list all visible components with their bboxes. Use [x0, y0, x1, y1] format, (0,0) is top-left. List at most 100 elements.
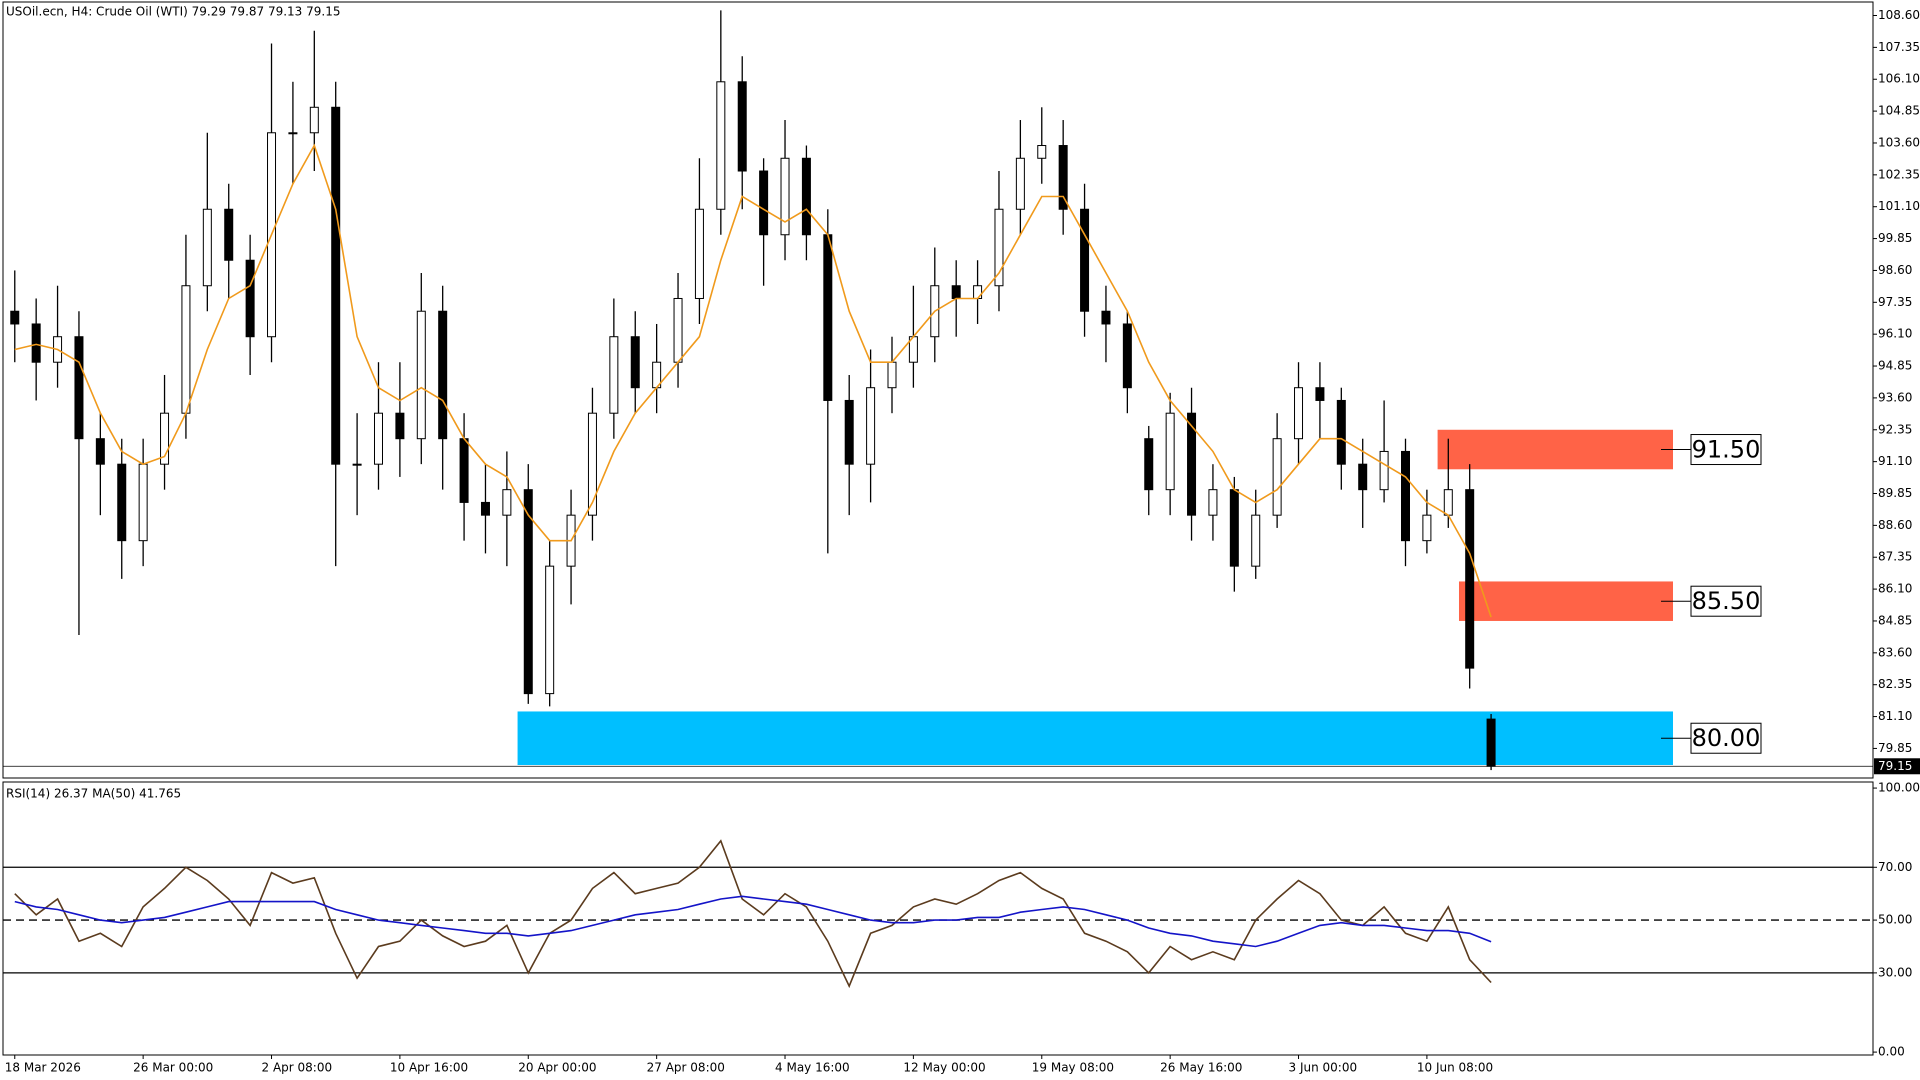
candle-body — [1165, 412, 1175, 491]
candle-body — [1058, 145, 1068, 210]
zone-label-box — [1690, 722, 1762, 754]
y-tick-label: 101.10 — [1878, 199, 1920, 213]
candle-body — [716, 81, 726, 210]
y-tick-label: 94.85 — [1878, 359, 1912, 373]
candle-body — [288, 132, 298, 135]
moving-average — [14, 143, 1492, 618]
candle-body — [373, 412, 383, 465]
candle-body — [1422, 514, 1432, 542]
y-tick-label: 93.60 — [1878, 390, 1912, 404]
candle-body — [973, 285, 983, 299]
candle-body — [737, 81, 747, 172]
price-title: USOil.ecn, H4: Crude Oil (WTI) 79.29 79.… — [6, 5, 341, 19]
x-tick-label: 26 May 16:00 — [1160, 1061, 1242, 1075]
y-tick-label: 99.85 — [1878, 231, 1912, 245]
y-tick-label: 82.35 — [1878, 677, 1912, 691]
candle-body — [1379, 450, 1389, 491]
candle-body — [1080, 208, 1090, 312]
candle-body — [801, 157, 811, 236]
candle-body — [823, 234, 833, 401]
y-tick-label: 30.00 — [1878, 965, 1912, 979]
y-tick-label: 103.60 — [1878, 135, 1920, 149]
zone — [517, 711, 1673, 765]
x-tick-label: 20 Apr 00:00 — [518, 1061, 596, 1075]
x-tick-label: 27 Apr 08:00 — [647, 1061, 725, 1075]
y-tick-label: 102.35 — [1878, 167, 1920, 181]
candle-body — [1272, 438, 1282, 516]
rsi-line — [14, 895, 1492, 948]
candle-body — [866, 387, 876, 465]
candle-body — [480, 501, 490, 516]
x-tick-label: 2 Apr 08:00 — [262, 1061, 333, 1075]
candle-body — [1187, 412, 1197, 516]
y-tick-label: 81.10 — [1878, 709, 1912, 723]
candle-body — [887, 361, 897, 389]
x-tick-label: 26 Mar 00:00 — [133, 1061, 213, 1075]
candle-body — [759, 170, 769, 236]
candle-body — [1015, 157, 1025, 210]
y-tick-label: 88.60 — [1878, 518, 1912, 532]
candle-body — [1336, 399, 1346, 465]
candle-body — [523, 489, 533, 695]
x-tick-label: 18 Mar 2026 — [5, 1061, 81, 1075]
candle-body — [545, 565, 555, 695]
y-tick-label: 100.00 — [1878, 781, 1920, 795]
candle-body — [352, 463, 362, 466]
candle-body — [694, 208, 704, 299]
candle-body — [1486, 718, 1496, 767]
candle-body — [1401, 450, 1410, 542]
candle-body — [1315, 387, 1325, 401]
candle-body — [202, 208, 212, 287]
candle-body — [10, 310, 20, 325]
candle-body — [994, 208, 1004, 287]
candle-body — [459, 438, 469, 503]
zone — [1437, 429, 1673, 470]
candle-body — [138, 463, 148, 542]
y-tick-label: 104.85 — [1878, 104, 1920, 118]
candle-body — [95, 438, 105, 465]
candle-body — [1358, 463, 1368, 491]
candle-body — [245, 259, 255, 338]
y-tick-label: 91.10 — [1878, 454, 1912, 468]
y-tick-label: 50.00 — [1878, 913, 1912, 927]
zone-label-box — [1690, 434, 1762, 466]
y-tick-label: 89.85 — [1878, 486, 1912, 500]
zone-label: 91.50 — [1692, 436, 1761, 464]
candle-body — [224, 208, 234, 261]
zone — [1458, 581, 1673, 621]
last-price-box — [1874, 758, 1920, 775]
zone-label: 85.50 — [1692, 587, 1761, 615]
y-tick-label: 96.10 — [1878, 327, 1912, 341]
x-tick-label: 10 Apr 16:00 — [390, 1061, 468, 1075]
candle-body — [844, 399, 854, 465]
last-price-label: 79.15 — [1878, 759, 1912, 773]
y-tick-label: 107.35 — [1878, 40, 1920, 54]
candle-body — [1208, 489, 1218, 516]
rsi-title: RSI(14) 26.37 MA(50) 41.765 — [6, 787, 181, 801]
candle-body — [74, 336, 84, 440]
y-tick-label: 83.60 — [1878, 645, 1912, 659]
y-tick-label: 97.35 — [1878, 295, 1912, 309]
candle-body — [1037, 145, 1047, 159]
candle-body — [630, 336, 640, 389]
candle-body — [1251, 514, 1261, 567]
rsi-line — [14, 839, 1492, 989]
candle-body — [438, 310, 448, 440]
price-panel — [2, 1, 1874, 779]
y-tick-label: 98.60 — [1878, 263, 1912, 277]
y-tick-label: 86.10 — [1878, 582, 1912, 596]
candle-body — [1294, 387, 1304, 440]
candle-body — [1465, 489, 1475, 669]
candle-body — [117, 463, 127, 542]
x-tick-label: 4 May 16:00 — [775, 1061, 850, 1075]
y-tick-label: 92.35 — [1878, 422, 1912, 436]
candle-body — [951, 285, 961, 299]
candle-body — [502, 489, 512, 516]
y-tick-label: 70.00 — [1878, 860, 1912, 874]
zone-label-box — [1690, 585, 1762, 617]
x-tick-label: 19 May 08:00 — [1032, 1061, 1114, 1075]
candle-body — [416, 310, 426, 440]
x-tick-label: 3 Jun 00:00 — [1289, 1061, 1358, 1075]
